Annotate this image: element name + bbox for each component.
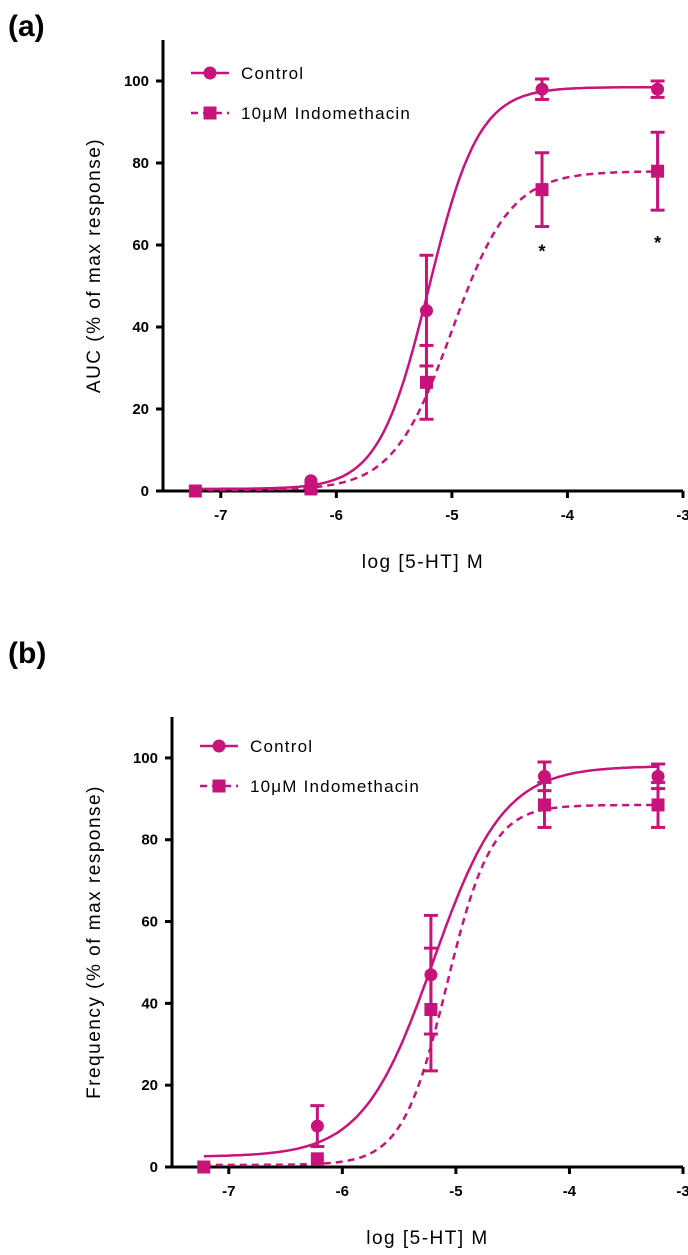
y-tick-label: 40 bbox=[141, 995, 158, 1012]
data-point-control bbox=[419, 304, 433, 318]
legend-control-label: Control bbox=[250, 737, 313, 756]
data-point-10-m-indomethacin bbox=[304, 482, 318, 496]
panel-b-y-axis-title: Frequency (% of max response) bbox=[84, 785, 105, 1099]
y-tick-label: 20 bbox=[141, 1077, 158, 1094]
data-point-10-m-indomethacin bbox=[424, 1003, 438, 1016]
legend-control-marker bbox=[203, 66, 217, 80]
panel-b-data-marks bbox=[197, 760, 666, 1174]
data-point-10-m-indomethacin bbox=[535, 183, 549, 197]
data-point-10-m-indomethacin bbox=[537, 798, 551, 812]
x-tick-label: -4 bbox=[563, 1183, 577, 1200]
data-point-10-m-indomethacin bbox=[188, 484, 202, 498]
significance-annotation: * bbox=[539, 241, 546, 261]
panel-a-legend: Control 10μM Indomethacin bbox=[191, 64, 411, 123]
panel-a-x-axis-title: log [5-HT] M bbox=[362, 552, 485, 573]
x-tick-label: -6 bbox=[330, 507, 343, 524]
data-point-10-m-indomethacin bbox=[419, 375, 433, 389]
data-point-control bbox=[310, 1119, 324, 1133]
legend-indomethacin-marker bbox=[203, 106, 217, 120]
y-tick-label: 60 bbox=[132, 237, 149, 254]
x-tick-label: -3 bbox=[676, 507, 688, 524]
data-point-control bbox=[651, 769, 665, 783]
x-tick-label: -7 bbox=[222, 1183, 235, 1200]
legend-indomethacin-marker bbox=[212, 779, 226, 793]
panel-b: (b) 0 20 40 60 80 100 -7 -6 -5 -4 -3 Control 10μM … bbox=[8, 637, 688, 1249]
x-tick-label: -3 bbox=[676, 1183, 688, 1200]
legend-indomethacin-label: 10μM Indomethacin bbox=[250, 777, 420, 796]
y-tick-label: 100 bbox=[133, 750, 158, 767]
x-tick-label: -5 bbox=[449, 1183, 462, 1200]
legend-control-marker bbox=[212, 739, 226, 753]
x-tick-label: -7 bbox=[214, 507, 227, 524]
panel-b-x-axis-title: log [5-HT] M bbox=[366, 1228, 489, 1249]
y-tick-label: 60 bbox=[141, 914, 158, 931]
panel-b-axes: 0 20 40 60 80 100 -7 -6 -5 -4 -3 bbox=[133, 717, 688, 1200]
x-tick-label: -4 bbox=[561, 507, 575, 524]
y-tick-label: 0 bbox=[141, 483, 149, 500]
panel-a-label: (a) bbox=[8, 10, 45, 43]
panel-a-y-axis-title: AUC (% of max response) bbox=[84, 138, 105, 393]
data-point-control bbox=[537, 769, 551, 783]
panel-b-legend: Control 10μM Indomethacin bbox=[200, 737, 420, 796]
x-tick-label: -6 bbox=[336, 1183, 349, 1200]
y-tick-label: 80 bbox=[132, 155, 149, 172]
legend-indomethacin-label: 10μM Indomethacin bbox=[241, 104, 411, 123]
significance-annotation: * bbox=[654, 233, 661, 253]
legend-control-label: Control bbox=[241, 64, 304, 83]
panel-a-data-marks: * * bbox=[188, 77, 665, 498]
data-point-10-m-indomethacin bbox=[651, 164, 665, 178]
data-point-10-m-indomethacin bbox=[651, 798, 665, 812]
y-tick-label: 40 bbox=[132, 319, 149, 336]
y-tick-label: 20 bbox=[132, 401, 149, 418]
x-tick-label: -5 bbox=[445, 507, 458, 524]
data-point-control bbox=[535, 82, 549, 96]
y-tick-label: 80 bbox=[141, 832, 158, 849]
y-tick-label: 100 bbox=[124, 73, 149, 90]
data-point-control bbox=[651, 82, 665, 96]
data-point-10-m-indomethacin bbox=[197, 1160, 211, 1174]
data-point-10-m-indomethacin bbox=[310, 1152, 324, 1166]
10-m-indomethacin-fit-curve bbox=[195, 170, 658, 492]
panel-b-label: (b) bbox=[8, 637, 46, 670]
y-tick-label: 0 bbox=[150, 1159, 158, 1176]
